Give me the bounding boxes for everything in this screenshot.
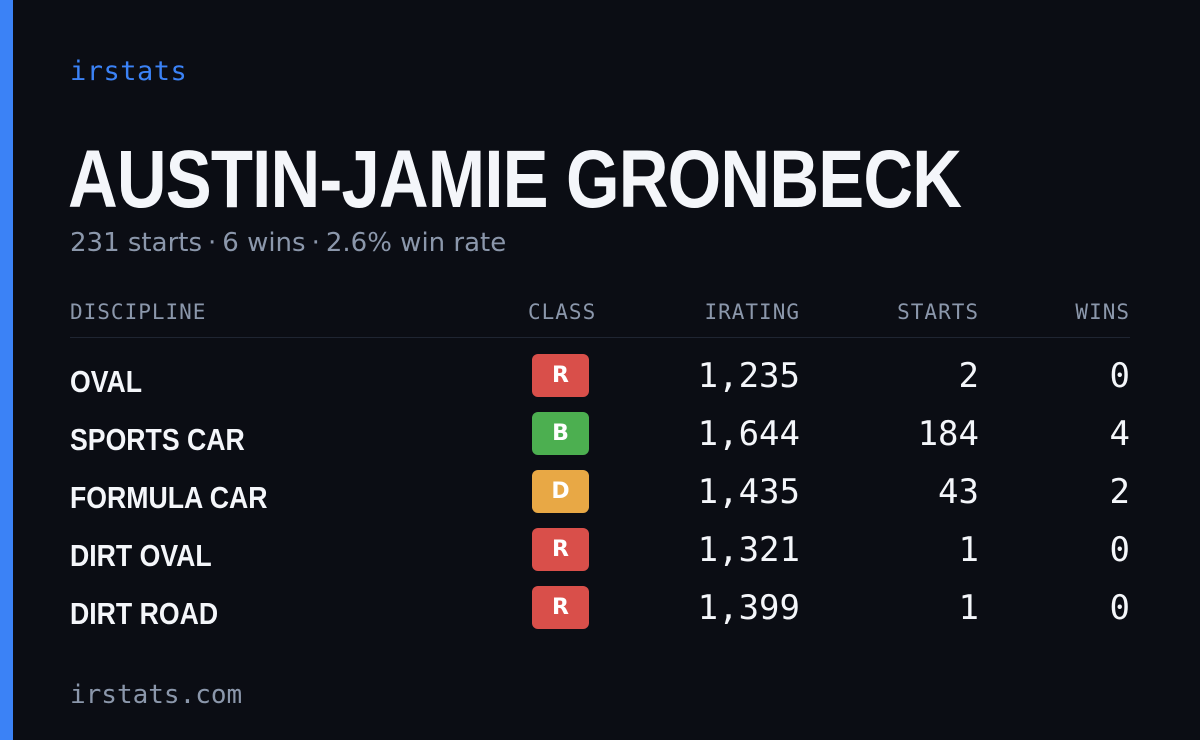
irating-value: 1,399 bbox=[697, 588, 800, 628]
summary-wins: 6 wins bbox=[222, 228, 306, 258]
wins-value: 2 bbox=[1109, 472, 1130, 512]
class-badge: R bbox=[532, 528, 589, 571]
discipline-name: SPORTS CAR bbox=[70, 422, 245, 457]
header-irating: IRATING bbox=[704, 300, 800, 324]
header-wins: WINS bbox=[1075, 300, 1130, 324]
discipline-name: DIRT ROAD bbox=[70, 596, 219, 631]
wins-value: 0 bbox=[1109, 356, 1130, 396]
header-class: CLASS bbox=[528, 300, 597, 324]
header-divider bbox=[70, 337, 1130, 338]
accent-bar bbox=[0, 0, 13, 740]
discipline-name: FORMULA CAR bbox=[70, 480, 268, 515]
summary-separator: · bbox=[311, 228, 320, 258]
starts-value: 1 bbox=[958, 530, 979, 570]
brand-logo: irstats bbox=[70, 56, 188, 87]
starts-value: 43 bbox=[938, 472, 979, 512]
table-row: SPORTS CAR B 1,644 184 4 bbox=[0, 412, 1200, 470]
career-summary: 231 starts · 6 wins · 2.6% win rate bbox=[70, 228, 506, 258]
wins-value: 0 bbox=[1109, 588, 1130, 628]
irating-value: 1,321 bbox=[697, 530, 800, 570]
class-badge: R bbox=[532, 354, 589, 397]
irating-value: 1,235 bbox=[697, 356, 800, 396]
irating-value: 1,435 bbox=[697, 472, 800, 512]
header-starts: STARTS bbox=[897, 300, 979, 324]
irating-value: 1,644 bbox=[697, 414, 800, 454]
header-discipline: DISCIPLINE bbox=[70, 300, 207, 324]
summary-win-rate: 2.6% win rate bbox=[325, 228, 507, 258]
starts-value: 1 bbox=[958, 588, 979, 628]
table-row: DIRT OVAL R 1,321 1 0 bbox=[0, 528, 1200, 586]
summary-starts: 231 starts bbox=[70, 228, 202, 258]
driver-name: AUSTIN-JAMIE GRONBECK bbox=[68, 134, 962, 225]
wins-value: 0 bbox=[1109, 530, 1130, 570]
summary-separator: · bbox=[208, 228, 217, 258]
class-badge: D bbox=[532, 470, 589, 513]
starts-value: 184 bbox=[917, 414, 979, 454]
starts-value: 2 bbox=[958, 356, 979, 396]
discipline-name: OVAL bbox=[70, 364, 143, 399]
table-row: OVAL R 1,235 2 0 bbox=[0, 354, 1200, 412]
discipline-name: DIRT OVAL bbox=[70, 538, 212, 573]
footer-url[interactable]: irstats.com bbox=[70, 680, 243, 710]
class-badge: B bbox=[532, 412, 589, 455]
wins-value: 4 bbox=[1109, 414, 1130, 454]
table-row: DIRT ROAD R 1,399 1 0 bbox=[0, 586, 1200, 644]
table-row: FORMULA CAR D 1,435 43 2 bbox=[0, 470, 1200, 528]
class-badge: R bbox=[532, 586, 589, 629]
